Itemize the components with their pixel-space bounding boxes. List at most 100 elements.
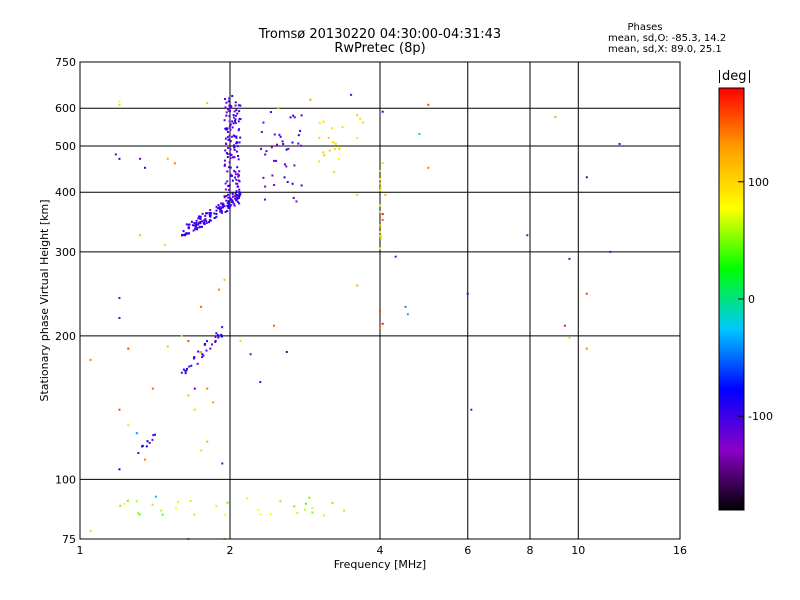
data-point — [427, 166, 430, 169]
data-point — [139, 234, 142, 237]
data-point — [379, 182, 382, 185]
data-point — [311, 507, 314, 510]
data-point — [237, 158, 240, 161]
phase-stats-title: Phases — [627, 22, 663, 33]
data-point — [257, 509, 260, 512]
data-point — [337, 157, 340, 160]
data-point — [234, 104, 237, 107]
data-point — [230, 204, 233, 207]
data-point — [323, 154, 326, 157]
data-point — [203, 221, 206, 224]
data-point — [225, 128, 228, 131]
data-point — [234, 118, 237, 121]
data-point — [217, 288, 220, 291]
data-point — [226, 156, 229, 159]
x-tick-label: 16 — [673, 544, 687, 557]
data-point — [238, 170, 241, 173]
data-point — [216, 334, 219, 337]
data-point — [145, 445, 148, 448]
data-point — [215, 332, 218, 335]
data-point — [362, 121, 365, 124]
data-point — [231, 195, 234, 198]
data-point — [225, 114, 228, 117]
data-point — [293, 116, 296, 119]
data-point — [219, 207, 222, 210]
data-point — [204, 214, 207, 217]
data-point — [236, 112, 239, 115]
data-point — [381, 322, 384, 325]
data-point — [224, 210, 227, 213]
chart-title: Tromsø 20130220 04:30:00-04:31:43 — [258, 27, 502, 42]
data-point — [235, 141, 238, 144]
data-point — [135, 432, 138, 435]
data-point — [291, 182, 294, 185]
data-point — [166, 157, 169, 160]
data-point — [260, 147, 263, 150]
data-point — [282, 143, 285, 146]
data-point — [235, 109, 238, 112]
data-point — [196, 228, 199, 231]
data-point — [359, 117, 362, 120]
data-point — [182, 368, 185, 371]
data-point — [394, 255, 397, 258]
data-point — [237, 175, 240, 178]
data-point — [214, 340, 217, 343]
data-point — [208, 221, 211, 224]
data-point — [193, 224, 196, 227]
data-point — [216, 207, 219, 210]
data-point — [239, 136, 242, 139]
data-point — [300, 114, 303, 117]
data-point — [318, 160, 321, 163]
data-point — [206, 102, 209, 105]
data-point — [228, 203, 231, 206]
data-point — [226, 205, 229, 208]
data-point — [227, 207, 230, 210]
y-tick-label: 500 — [55, 140, 76, 153]
data-point — [238, 195, 241, 198]
y-tick-label: 600 — [55, 102, 76, 115]
data-point — [381, 213, 384, 216]
data-point — [225, 101, 228, 104]
data-point — [223, 196, 226, 199]
data-point — [214, 339, 217, 342]
data-point — [233, 204, 236, 207]
data-point — [224, 127, 227, 130]
data-point — [238, 202, 241, 205]
data-point — [235, 178, 238, 181]
data-point — [343, 509, 346, 512]
data-point — [235, 142, 238, 145]
data-point — [222, 204, 225, 207]
x-tick-label: 8 — [527, 544, 534, 557]
data-point — [143, 458, 146, 461]
data-point — [259, 381, 262, 384]
x-tick-label: 4 — [377, 544, 384, 557]
data-point — [138, 513, 141, 516]
data-point — [153, 433, 156, 436]
colorbar-tick-label: -100 — [748, 410, 773, 423]
data-point — [568, 336, 571, 339]
data-point — [208, 219, 211, 222]
data-point — [151, 503, 154, 506]
data-point — [381, 162, 384, 165]
data-point — [235, 182, 238, 185]
data-point — [206, 340, 209, 343]
data-point — [229, 110, 232, 113]
data-point — [118, 408, 121, 411]
data-point — [609, 250, 612, 253]
data-point — [213, 212, 216, 215]
data-point — [123, 502, 126, 505]
data-point — [193, 222, 196, 225]
data-point — [299, 144, 302, 147]
data-point — [127, 424, 130, 427]
data-point — [334, 142, 337, 145]
data-point — [273, 183, 276, 186]
data-point — [379, 210, 382, 213]
x-tick-label: 2 — [227, 544, 234, 557]
data-point — [235, 135, 238, 138]
x-axis: 1 2 4 6 8 10 16 — [77, 544, 688, 557]
data-point — [259, 513, 262, 516]
data-point — [233, 169, 236, 172]
data-point — [228, 97, 231, 100]
data-point — [231, 179, 234, 182]
data-point — [381, 218, 384, 221]
